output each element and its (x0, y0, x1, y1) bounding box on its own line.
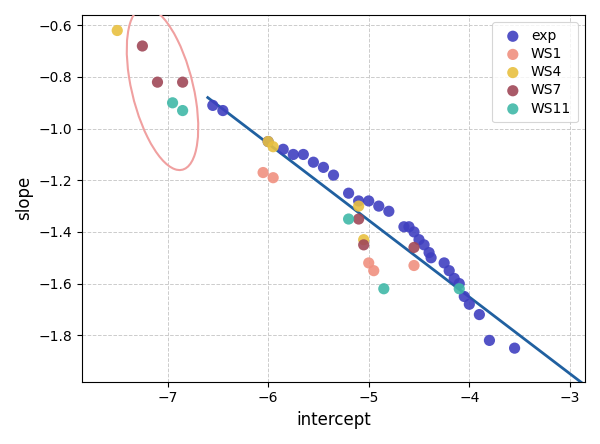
WS1 (409, 262, 419, 269)
exp (454, 280, 464, 287)
X-axis label: intercept: intercept (296, 411, 371, 429)
exp (319, 164, 328, 171)
Y-axis label: slope: slope (15, 176, 33, 221)
exp (374, 202, 383, 210)
WS11 (379, 285, 389, 292)
WS4 (112, 27, 122, 34)
WS11 (168, 99, 178, 107)
WS7 (137, 43, 147, 50)
exp (445, 267, 454, 274)
exp (329, 171, 338, 178)
WS1 (364, 259, 374, 266)
exp (404, 223, 414, 230)
WS4 (359, 236, 368, 243)
exp (414, 236, 424, 243)
exp (464, 301, 474, 308)
exp (424, 249, 434, 256)
WS11 (178, 107, 187, 114)
WS4 (263, 138, 273, 145)
WS7 (178, 79, 187, 86)
WS11 (454, 285, 464, 292)
exp (419, 241, 429, 248)
WS4 (268, 143, 278, 150)
exp (299, 151, 308, 158)
WS11 (344, 215, 353, 222)
exp (364, 198, 374, 205)
WS4 (354, 202, 364, 210)
exp (218, 107, 227, 114)
exp (409, 228, 419, 235)
exp (485, 337, 494, 344)
exp (354, 198, 364, 205)
WS1 (268, 174, 278, 181)
WS7 (152, 79, 162, 86)
WS1 (258, 169, 268, 176)
exp (475, 311, 484, 318)
exp (308, 159, 318, 166)
exp (399, 223, 409, 230)
Legend: exp, WS1, WS4, WS7, WS11: exp, WS1, WS4, WS7, WS11 (492, 22, 578, 123)
exp (289, 151, 298, 158)
exp (510, 345, 520, 352)
exp (208, 102, 218, 109)
WS7 (409, 244, 419, 251)
exp (278, 146, 288, 153)
exp (449, 275, 459, 282)
exp (439, 259, 449, 266)
exp (263, 138, 273, 145)
WS7 (359, 241, 368, 248)
exp (460, 293, 469, 300)
WS1 (369, 267, 379, 274)
exp (384, 208, 394, 215)
exp (344, 190, 353, 197)
exp (426, 254, 436, 262)
WS7 (354, 215, 364, 222)
